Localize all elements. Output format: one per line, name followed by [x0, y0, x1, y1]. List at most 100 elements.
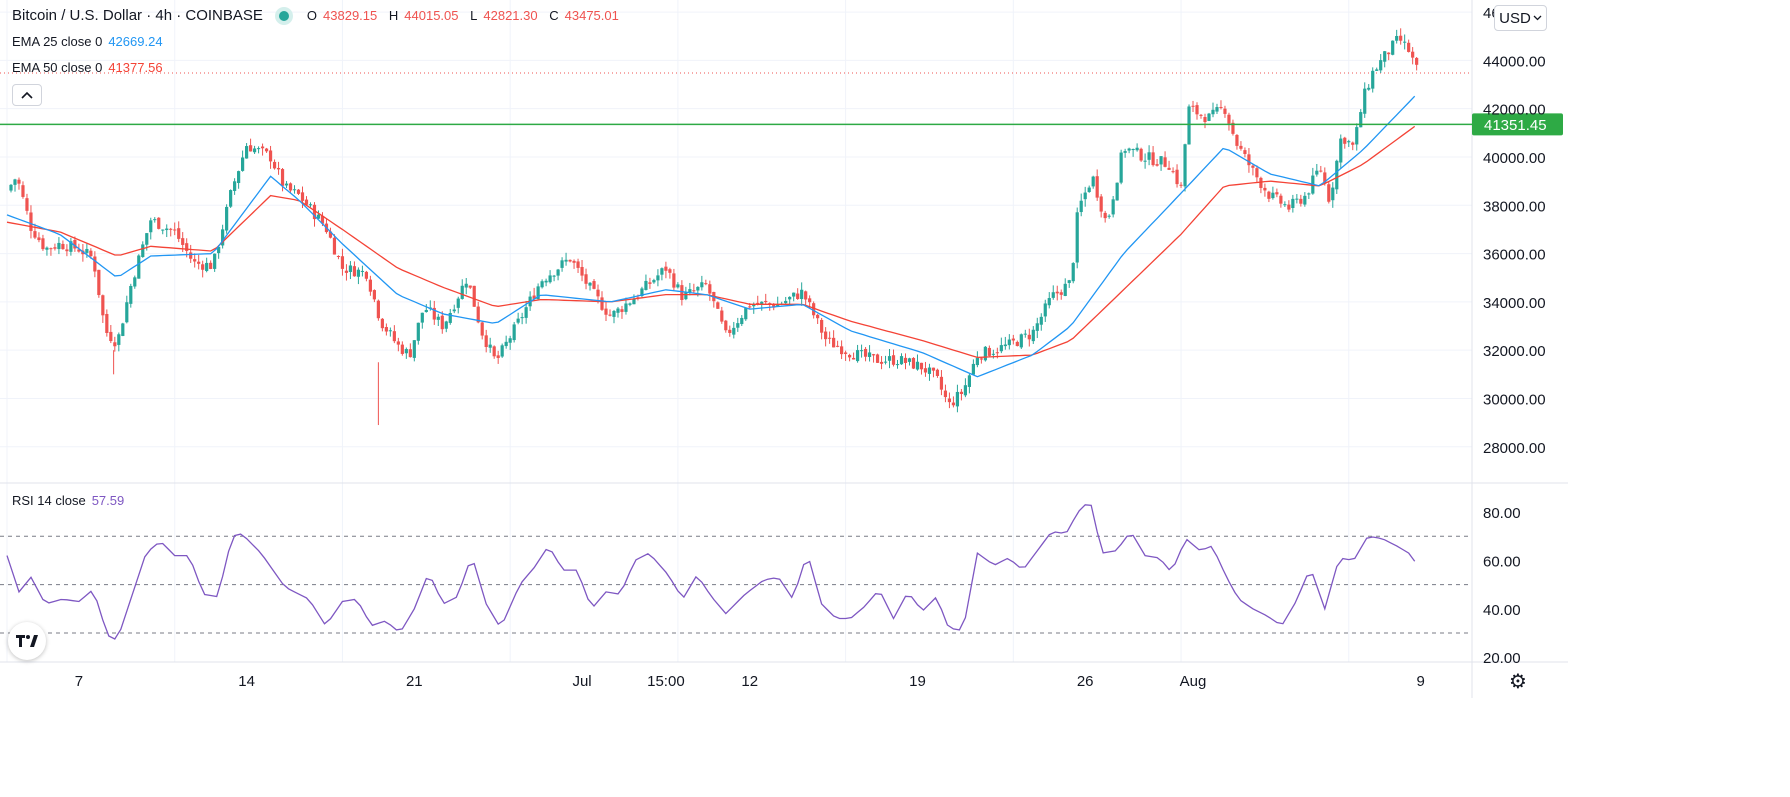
- rsi-legend[interactable]: RSI 14 close 57.59: [12, 493, 130, 508]
- candle-down: [979, 358, 983, 360]
- candle-down: [1099, 196, 1103, 212]
- ema25-legend[interactable]: EMA 25 close 0 42669.24: [12, 34, 169, 49]
- candle-up: [1091, 176, 1095, 187]
- candle-down: [372, 290, 376, 300]
- candle-down: [1351, 142, 1355, 145]
- candle-down: [1155, 164, 1159, 166]
- candle-down: [77, 249, 81, 252]
- candle-up: [452, 309, 456, 312]
- gear-icon[interactable]: ⚙: [1509, 671, 1527, 693]
- candle-up: [500, 345, 504, 357]
- candle-down: [384, 327, 388, 332]
- candle-down: [476, 306, 480, 323]
- ohlc-high-value: 44015.05: [404, 8, 459, 23]
- currency-select[interactable]: USD: [1494, 5, 1547, 31]
- candle-down: [1299, 198, 1303, 204]
- candle-down: [193, 259, 197, 262]
- symbol-title[interactable]: Bitcoin / U.S. Dollar · 4h · COINBASE: [12, 7, 263, 24]
- candle-down: [332, 237, 337, 255]
- chart-canvas[interactable]: 41351.4546000.0044000.0042000.0040000.00…: [0, 0, 1568, 698]
- candle-down: [352, 266, 357, 277]
- candle-up: [1359, 112, 1363, 128]
- candle-down: [1287, 204, 1291, 210]
- candle-down: [312, 204, 317, 220]
- candle-up: [508, 338, 512, 343]
- candle-down: [336, 256, 341, 258]
- candle-down: [268, 150, 273, 162]
- candle-up: [1075, 212, 1079, 263]
- candle-down: [288, 183, 293, 191]
- candle-down: [844, 352, 848, 354]
- candle-up: [121, 323, 125, 336]
- candle-up: [460, 285, 464, 299]
- candle-down: [173, 229, 177, 231]
- candle-up: [1295, 198, 1299, 200]
- ema50-legend[interactable]: EMA 50 close 0 41377.56: [12, 60, 169, 75]
- candle-down: [1259, 177, 1263, 188]
- candle-up: [356, 269, 361, 277]
- candle-down: [189, 252, 193, 259]
- candle-down: [1235, 134, 1239, 146]
- candle-up: [1063, 283, 1067, 297]
- candle-down: [1275, 192, 1279, 195]
- time-tick-label: Jul: [572, 673, 591, 690]
- price-tick-label: 40000.00: [1483, 150, 1546, 167]
- candle-up: [1003, 344, 1007, 347]
- candle-down: [340, 256, 345, 269]
- candle-up: [536, 286, 540, 300]
- candle-up: [1087, 187, 1091, 193]
- candle-up: [1207, 113, 1211, 121]
- candle-down: [101, 295, 105, 316]
- candle-down: [440, 315, 444, 330]
- candle-down: [25, 198, 29, 211]
- candle-down: [320, 215, 325, 224]
- candle-down: [532, 295, 536, 299]
- candle-down: [408, 349, 412, 358]
- candle-down: [608, 314, 612, 316]
- candle-down: [1203, 117, 1207, 123]
- candle-down: [260, 146, 265, 149]
- candle-up: [552, 275, 556, 277]
- candle-up: [520, 317, 524, 319]
- candle-down: [73, 240, 77, 249]
- candle-down: [692, 290, 696, 292]
- candle-up: [640, 288, 644, 297]
- ema25-value: 42669.24: [108, 34, 163, 49]
- candle-down: [1167, 167, 1171, 170]
- price-tick-label: 38000.00: [1483, 198, 1546, 215]
- tradingview-logo[interactable]: [8, 622, 46, 660]
- ohlc-open-value: 43829.15: [323, 8, 378, 23]
- candle-up: [867, 352, 872, 357]
- rsi-tick-label: 80.00: [1483, 505, 1521, 522]
- candle-up: [1071, 263, 1075, 282]
- candle-up: [752, 304, 756, 307]
- candle-down: [376, 300, 380, 319]
- candle-down: [1327, 184, 1331, 202]
- candle-up: [1315, 170, 1319, 175]
- candle-up: [444, 321, 448, 329]
- candle-up: [660, 268, 664, 275]
- candle-up: [1023, 333, 1027, 335]
- candle-down: [1011, 338, 1015, 341]
- candle-down: [580, 266, 584, 276]
- candle-up: [292, 189, 297, 191]
- level-price-tag: [1472, 113, 1563, 136]
- candle-down: [201, 264, 205, 270]
- candle-down: [1055, 291, 1059, 294]
- collapse-legend-button[interactable]: [12, 84, 42, 106]
- candle-up: [1375, 69, 1379, 71]
- candle-down: [596, 289, 600, 297]
- market-open-indicator: [278, 10, 289, 21]
- candle-up: [855, 350, 860, 362]
- candle-up: [883, 361, 888, 363]
- logo-mark: [16, 635, 38, 647]
- candle-down: [109, 331, 113, 342]
- candle-down: [53, 247, 57, 249]
- candle-down: [41, 238, 45, 250]
- candle-down: [903, 357, 908, 363]
- candle-down: [1195, 105, 1199, 115]
- ohlc-readout: O 43829.15 H 44015.05 L 42821.30 C 43475.01: [307, 8, 627, 23]
- candle-down: [37, 237, 41, 241]
- candle-up: [628, 303, 632, 305]
- candle-up: [792, 292, 796, 297]
